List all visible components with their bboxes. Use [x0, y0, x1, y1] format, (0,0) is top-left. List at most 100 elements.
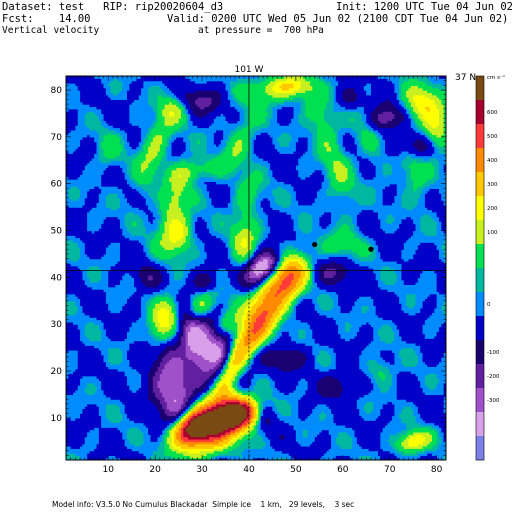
field-cell	[91, 450, 95, 454]
field-cell	[122, 436, 126, 440]
field-cell	[122, 429, 126, 433]
field-cell	[124, 448, 128, 452]
field-cell	[248, 452, 252, 456]
field-cell	[251, 424, 255, 428]
field-cell	[244, 450, 248, 454]
field-cell	[253, 422, 257, 426]
field-cell	[401, 438, 405, 442]
field-cell	[305, 452, 309, 456]
field-cell	[84, 455, 88, 459]
field-cell	[173, 420, 177, 424]
field-cell	[270, 455, 274, 459]
field-cell	[312, 443, 316, 447]
field-cell	[319, 457, 323, 460]
field-cell	[230, 457, 234, 460]
field-cell	[101, 457, 105, 460]
field-cell	[232, 452, 236, 456]
field-cell	[314, 448, 318, 452]
field-cell	[185, 455, 189, 459]
field-cell	[349, 457, 353, 460]
field-cell	[333, 452, 337, 456]
field-cell	[431, 429, 435, 433]
field-cell	[155, 452, 159, 456]
field-cell	[119, 438, 123, 442]
field-cell	[110, 420, 114, 424]
field-cell	[82, 436, 86, 440]
field-cell	[382, 427, 386, 431]
field-cell	[209, 422, 213, 426]
field-cell	[124, 420, 128, 424]
field-cell	[284, 427, 288, 431]
field-cell	[342, 424, 346, 428]
field-cell	[321, 431, 325, 435]
field-cell	[218, 445, 222, 449]
field-cell	[218, 424, 222, 428]
field-cell	[279, 422, 283, 426]
field-cell	[234, 455, 238, 459]
field-cell	[241, 431, 245, 435]
field-cell	[392, 434, 395, 438]
field-cell	[96, 429, 100, 433]
field-cell	[277, 422, 281, 426]
field-cell	[359, 436, 363, 440]
field-cell	[105, 427, 109, 431]
field-cell	[190, 448, 194, 452]
field-cell	[340, 420, 344, 424]
field-cell	[211, 457, 215, 460]
field-cell	[115, 457, 119, 460]
field-cell	[141, 448, 145, 452]
field-cell	[385, 420, 388, 424]
field-cell	[328, 431, 332, 435]
field-cell	[380, 452, 384, 456]
field-cell	[394, 457, 398, 460]
field-cell	[380, 427, 384, 431]
field-cell	[359, 443, 363, 447]
field-cell	[82, 420, 86, 424]
field-cell	[333, 427, 337, 431]
field-cell	[356, 436, 360, 440]
field-cell	[190, 427, 194, 431]
field-cell	[195, 443, 198, 447]
field-cell	[112, 424, 116, 428]
field-cell	[279, 445, 283, 449]
field-cell	[356, 438, 360, 442]
field-cell	[340, 422, 344, 426]
field-cell	[89, 441, 93, 445]
field-cell	[293, 438, 297, 442]
field-cell	[73, 450, 76, 454]
field-cell	[80, 441, 84, 445]
field-cell	[103, 424, 107, 428]
field-cell	[211, 452, 215, 456]
field-cell	[112, 438, 116, 442]
field-cell	[324, 434, 327, 438]
field-cell	[103, 457, 107, 460]
field-cell	[309, 455, 313, 459]
field-cell	[335, 457, 339, 460]
field-cell	[143, 441, 147, 445]
field-cell	[359, 420, 363, 424]
field-cell	[87, 448, 91, 452]
field-cell	[316, 441, 320, 445]
field-cell	[429, 420, 433, 424]
field-cell	[122, 424, 126, 428]
field-cell	[319, 450, 323, 454]
field-cell	[401, 431, 405, 435]
field-cell	[70, 450, 74, 454]
field-cell	[68, 431, 72, 435]
field-cell	[232, 427, 236, 431]
field-cell	[248, 422, 252, 426]
field-cell	[94, 450, 98, 454]
field-cell	[232, 436, 236, 440]
field-cell	[178, 455, 182, 459]
field-cell	[209, 429, 213, 433]
field-cell	[162, 445, 166, 449]
field-cell	[363, 438, 367, 442]
field-cell	[385, 431, 388, 435]
field-cell	[307, 431, 311, 435]
field-cell	[77, 452, 81, 456]
field-cell	[230, 436, 234, 440]
field-cell	[251, 450, 255, 454]
field-cell	[131, 457, 135, 460]
field-cell	[295, 438, 299, 442]
field-cell	[119, 455, 123, 459]
